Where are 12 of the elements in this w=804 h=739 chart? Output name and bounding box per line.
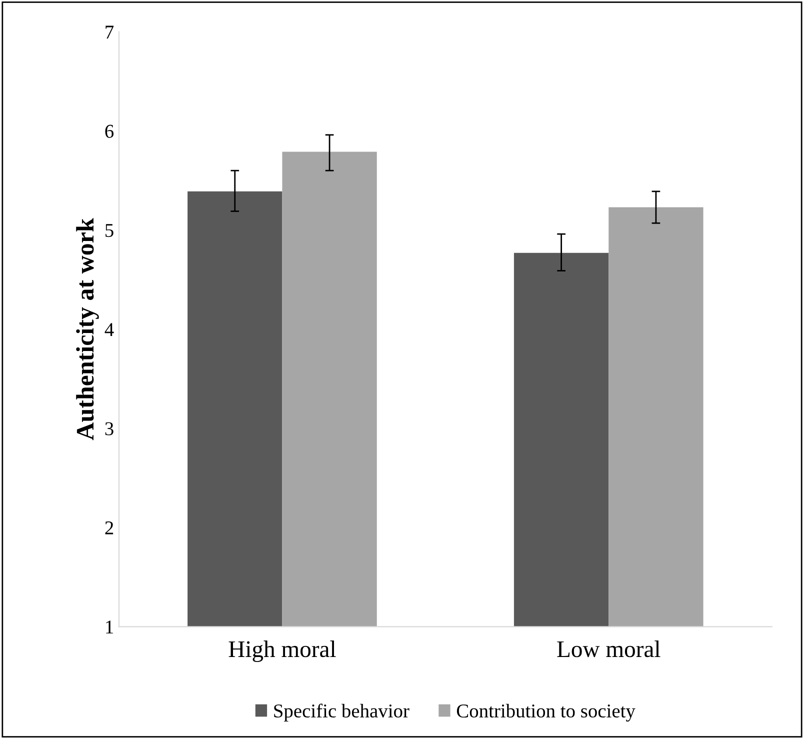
y-tick-label: 7 xyxy=(106,26,114,39)
y-tick-label: 4 xyxy=(104,323,114,336)
x-tick-label: Low moral xyxy=(557,640,660,658)
y-tick-label: 5 xyxy=(106,224,114,238)
legend-label: Specific behavior xyxy=(274,704,410,722)
y-axis-title: Authenticity at work xyxy=(76,218,99,440)
y-tick-label: 1 xyxy=(106,620,113,634)
legend-label: Contribution to society xyxy=(456,704,636,722)
y-tick-label: 3 xyxy=(105,422,114,436)
x-tick-label: High moral xyxy=(228,640,336,662)
y-tick-label: 6 xyxy=(105,124,114,138)
y-tick-label: 2 xyxy=(105,521,114,534)
